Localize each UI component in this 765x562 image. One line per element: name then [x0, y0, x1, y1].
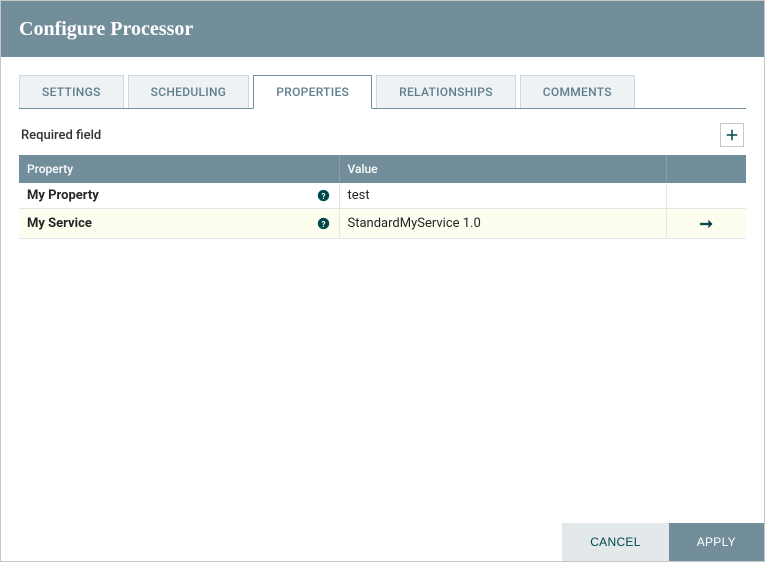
- help-icon[interactable]: ?: [317, 217, 331, 231]
- row-actions: [666, 183, 746, 209]
- goto-service-icon[interactable]: ➞: [700, 214, 713, 233]
- row-actions: ➞: [666, 209, 746, 239]
- property-value[interactable]: test: [339, 183, 666, 209]
- properties-table: Property Value My Property ?: [19, 155, 746, 239]
- dialog-header: Configure Processor: [1, 1, 764, 57]
- plus-icon: [726, 126, 738, 145]
- add-property-button[interactable]: [720, 123, 744, 147]
- dialog-body: SETTINGS SCHEDULING PROPERTIES RELATIONS…: [1, 57, 764, 523]
- apply-button[interactable]: APPLY: [669, 523, 764, 561]
- tab-scheduling[interactable]: SCHEDULING: [128, 75, 250, 108]
- tab-properties[interactable]: PROPERTIES: [253, 75, 372, 109]
- property-name: My Property: [27, 188, 99, 203]
- cancel-button[interactable]: CANCEL: [562, 523, 668, 561]
- tab-settings[interactable]: SETTINGS: [19, 75, 124, 108]
- tab-relationships[interactable]: RELATIONSHIPS: [376, 75, 516, 108]
- svg-text:?: ?: [321, 191, 325, 201]
- dialog-footer: CANCEL APPLY: [1, 523, 764, 561]
- tab-bar: SETTINGS SCHEDULING PROPERTIES RELATIONS…: [19, 75, 746, 109]
- table-header-row: Property Value: [19, 155, 746, 183]
- properties-toolbar: Required field: [19, 123, 746, 147]
- dialog-title: Configure Processor: [19, 18, 193, 41]
- table-row[interactable]: My Service ? StandardMyService 1.0 ➞: [19, 209, 746, 239]
- required-field-label: Required field: [21, 128, 101, 143]
- property-value[interactable]: StandardMyService 1.0: [339, 209, 666, 239]
- column-header-value: Value: [339, 155, 666, 183]
- property-name: My Service: [27, 216, 92, 231]
- svg-text:?: ?: [321, 219, 325, 229]
- column-header-property: Property: [19, 155, 339, 183]
- tab-comments[interactable]: COMMENTS: [520, 75, 635, 108]
- column-header-actions: [666, 155, 746, 183]
- properties-panel: Required field Property Value: [19, 109, 746, 523]
- help-icon[interactable]: ?: [317, 189, 331, 203]
- table-row[interactable]: My Property ? test: [19, 183, 746, 209]
- configure-processor-dialog: Configure Processor SETTINGS SCHEDULING …: [0, 0, 765, 562]
